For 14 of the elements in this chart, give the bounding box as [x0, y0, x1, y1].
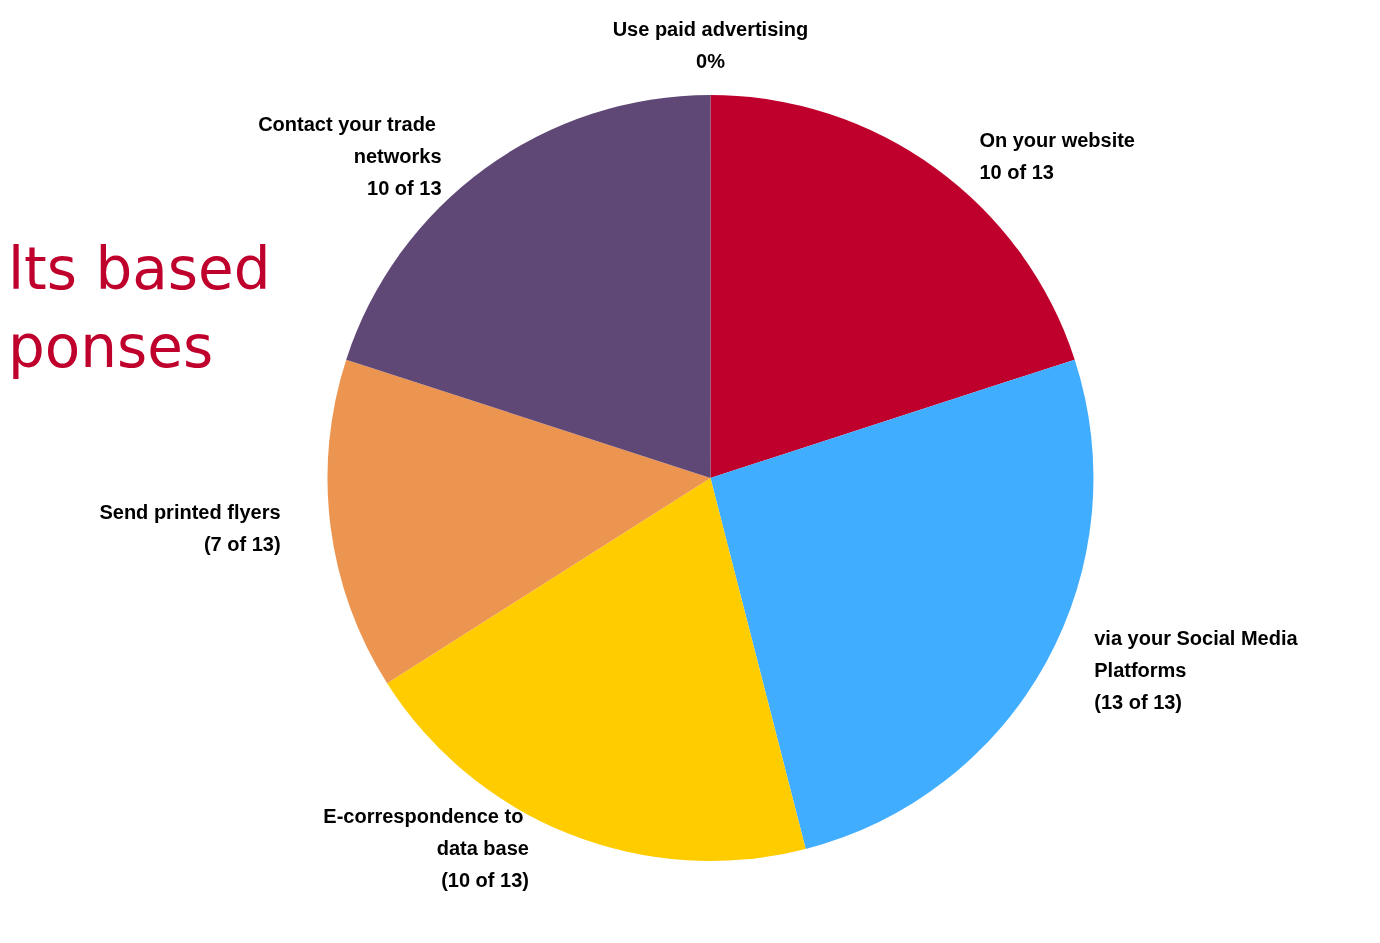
text: ponses — [8, 313, 214, 381]
data-label: 10 of 13 — [979, 161, 1054, 183]
slice-label: Send printed flyers — [99, 500, 281, 523]
category-label: Use paid advertising — [612, 17, 809, 40]
slice-label: On your website — [979, 129, 1135, 151]
slice-label: Contact your trade networks — [258, 113, 442, 167]
data-label: (7 of 13) — [203, 532, 281, 555]
data-label: (10 of 13) — [441, 869, 529, 892]
slice-label: via your Social Media Platforms — [1094, 626, 1304, 681]
data-label: (13 of 13) — [1094, 690, 1183, 713]
data-label: 10 of 13 — [367, 177, 442, 199]
slice-label: E-correspondence to data base — [323, 805, 529, 860]
text: 0% — [696, 49, 725, 72]
text: lts based — [8, 235, 271, 303]
